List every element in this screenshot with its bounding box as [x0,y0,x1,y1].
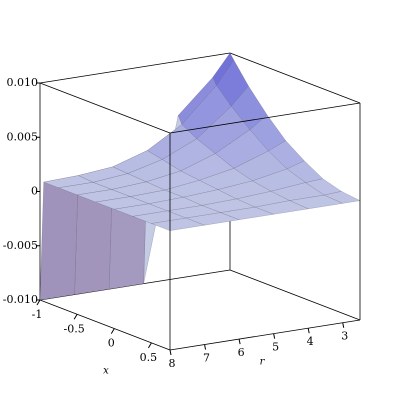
box-edge [229,269,361,321]
box-front: -0.010 -0.005 0 0.005 0.010 -1 -0.5 0 0.5 8 7 6 5 4 3 [3,76,361,370]
x-tick-label: 0.5 [140,351,158,364]
y-tick [342,322,345,328]
surface-patch [39,175,79,301]
box-edge [39,299,171,351]
x-tick-label: -0.5 [64,322,85,335]
y-tick-label: 7 [203,352,210,365]
x-tick [110,328,115,334]
y-tick-label: 3 [341,330,348,343]
x-tick [147,342,152,349]
x-tick-label: -1 [32,308,43,321]
x-tick [73,314,78,320]
y-tick [238,338,241,345]
y-tick [273,333,276,339]
z-tick-label: 0.010 [7,76,39,89]
y-tick [169,349,172,356]
z-tick-label: -0.005 [3,239,38,252]
box-edge [39,82,171,134]
x-tick-label: 0 [108,337,115,350]
y-axis-label: r [260,357,266,368]
x-tick [36,299,41,306]
surface [39,52,361,301]
surface-patch [150,217,206,231]
box-edge [39,52,231,84]
x-axis-label: x [103,366,109,377]
box-edge [169,102,361,134]
y-tick-label: 4 [307,335,314,348]
y-tick-label: 5 [272,341,279,354]
y-tick [204,344,207,350]
y-tick [307,328,310,334]
y-tick-label: 8 [169,357,176,370]
box-edge [229,52,361,104]
z-tick-label: -0.010 [3,293,38,306]
y-tick-label: 6 [238,346,245,359]
box-edge [169,319,361,351]
z-tick-label: 0.005 [7,130,39,143]
z-tick-label: 0 [31,185,38,198]
